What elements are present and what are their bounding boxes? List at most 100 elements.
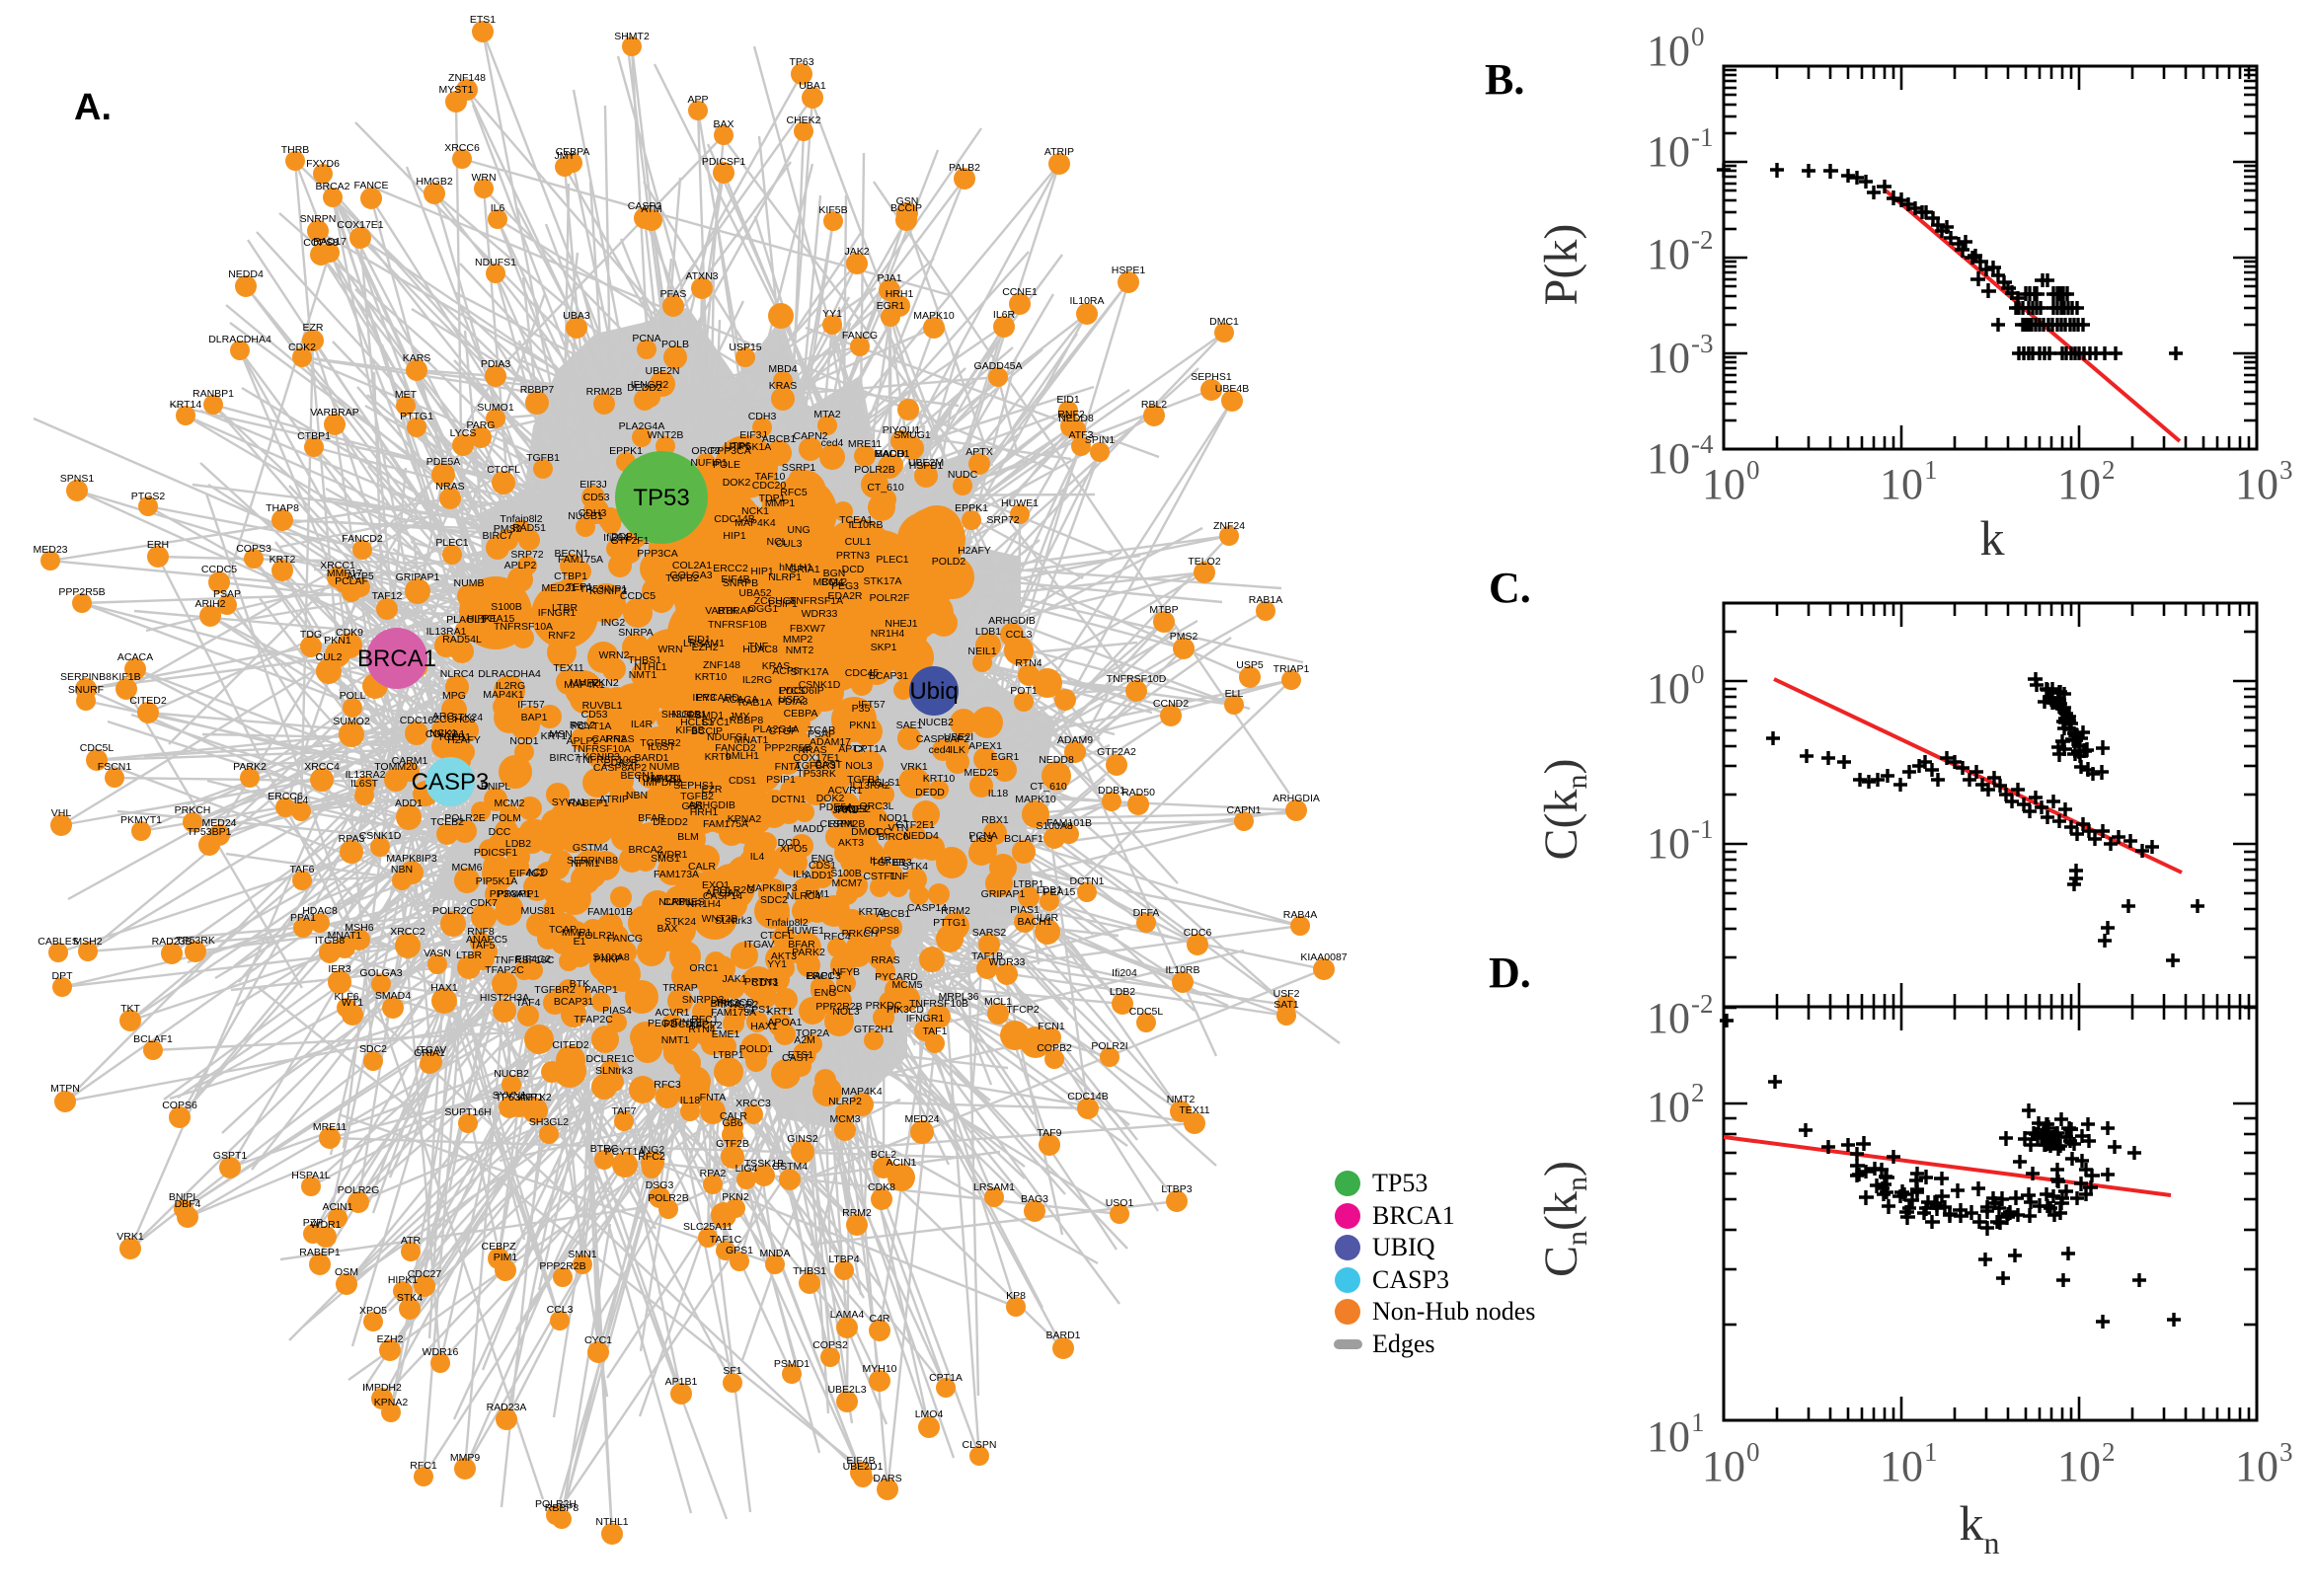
svg-text:ERH: ERH — [147, 539, 169, 551]
svg-text:EDA2R: EDA2R — [603, 757, 638, 769]
svg-text:PSIP1: PSIP1 — [766, 774, 796, 786]
svg-text:CTBP1: CTBP1 — [297, 430, 331, 442]
svg-text:NUDC: NUDC — [948, 469, 978, 481]
svg-text:PPP2R5B: PPP2R5B — [58, 586, 105, 598]
svg-text:SARS2: SARS2 — [972, 927, 1007, 939]
svg-text:MAPK8IP3: MAPK8IP3 — [386, 853, 437, 865]
svg-text:PEA15: PEA15 — [1043, 886, 1076, 898]
svg-text:PIP5K1A: PIP5K1A — [730, 441, 772, 453]
svg-text:HIPK1: HIPK1 — [388, 1274, 419, 1286]
svg-text:JAK1: JAK1 — [722, 973, 746, 985]
svg-text:MCM3: MCM3 — [830, 1113, 861, 1125]
svg-text:NTHL1: NTHL1 — [595, 1516, 628, 1528]
svg-text:ADD1: ADD1 — [395, 798, 423, 809]
svg-text:PFAS: PFAS — [660, 288, 687, 300]
svg-text:MAP4K4: MAP4K4 — [734, 517, 776, 529]
svg-text:ILK: ILK — [793, 869, 809, 880]
svg-text:NMT2: NMT2 — [1167, 1094, 1196, 1105]
svg-text:EPPK1: EPPK1 — [609, 445, 643, 457]
svg-text:KARS: KARS — [403, 352, 431, 364]
svg-text:APP: APP — [687, 94, 708, 106]
svg-text:PALB2: PALB2 — [949, 162, 980, 174]
svg-text:MED25: MED25 — [964, 767, 998, 779]
svg-text:COPS2: COPS2 — [812, 1339, 848, 1351]
svg-text:USP15: USP15 — [729, 342, 761, 353]
svg-text:RNF2: RNF2 — [1057, 409, 1085, 420]
svg-text:ELL: ELL — [1225, 688, 1244, 700]
svg-text:COPS3: COPS3 — [236, 543, 271, 555]
svg-text:RRM2B: RRM2B — [586, 386, 623, 398]
svg-text:3: 3 — [2279, 1437, 2293, 1467]
svg-text:PMS2: PMS2 — [494, 523, 522, 535]
svg-text:KIF5B: KIF5B — [818, 204, 847, 216]
svg-text:1: 1 — [1691, 1407, 1705, 1437]
svg-text:RRM2B: RRM2B — [829, 818, 866, 830]
svg-text:PPP2R2B: PPP2R2B — [539, 1260, 585, 1272]
svg-text:THBS1: THBS1 — [628, 654, 661, 666]
svg-text:CTBP1: CTBP1 — [554, 570, 587, 582]
svg-text:ACIN1: ACIN1 — [323, 1201, 353, 1213]
svg-text:CITED2: CITED2 — [552, 1039, 589, 1051]
svg-text:ANAPC5: ANAPC5 — [466, 934, 507, 946]
svg-text:SYVN1: SYVN1 — [552, 797, 586, 808]
svg-text:HUWE1: HUWE1 — [1001, 497, 1039, 509]
svg-text:NUCB2: NUCB2 — [494, 1068, 529, 1080]
svg-text:NMT1: NMT1 — [661, 1034, 690, 1046]
svg-text:H2AFY: H2AFY — [958, 545, 991, 557]
svg-text:RPA2: RPA2 — [700, 1168, 727, 1179]
svg-text:3: 3 — [2279, 455, 2293, 485]
svg-text:GSN: GSN — [896, 195, 919, 207]
svg-text:CDK7: CDK7 — [470, 897, 498, 909]
svg-text:TOP2A: TOP2A — [796, 1027, 829, 1039]
svg-text:10: 10 — [2235, 1442, 2278, 1490]
svg-text:IL6ST: IL6ST — [350, 778, 379, 790]
svg-text:ORC1: ORC1 — [689, 962, 718, 974]
svg-text:POLR2B: POLR2B — [648, 1192, 688, 1204]
svg-text:TAF7: TAF7 — [612, 1105, 637, 1117]
svg-text:BRCA1: BRCA1 — [357, 646, 436, 672]
svg-text:SKP1: SKP1 — [871, 642, 897, 653]
svg-text:SMN1: SMN1 — [568, 1249, 596, 1260]
svg-text:LDB1: LDB1 — [975, 626, 1001, 638]
svg-text:POLR2I: POLR2I — [1091, 1040, 1127, 1052]
svg-text:DEDD2: DEDD2 — [627, 382, 662, 394]
svg-text:Tnfaip8l2: Tnfaip8l2 — [765, 917, 808, 929]
svg-text:PMS2: PMS2 — [1170, 631, 1198, 643]
svg-text:0: 0 — [1691, 22, 1705, 51]
svg-text:SNURF: SNURF — [68, 684, 104, 696]
svg-text:HAX1: HAX1 — [750, 1021, 778, 1032]
svg-text:PZP: PZP — [303, 1217, 323, 1229]
svg-text:0: 0 — [1746, 1437, 1760, 1467]
svg-text:BTK: BTK — [718, 605, 737, 617]
svg-text:10: 10 — [1647, 434, 1690, 483]
svg-text:TFAP2C: TFAP2C — [485, 964, 524, 976]
svg-text:HSPB1: HSPB1 — [909, 460, 944, 472]
svg-text:FAM175A: FAM175A — [558, 554, 603, 566]
svg-text:Non-Hub nodes: Non-Hub nodes — [1372, 1297, 1535, 1326]
svg-text:WT1: WT1 — [342, 997, 363, 1009]
svg-text:MYST1: MYST1 — [438, 84, 473, 96]
svg-text:CTCFL: CTCFL — [760, 930, 794, 942]
svg-text:KIAA0087: KIAA0087 — [1300, 951, 1347, 963]
svg-text:EZR: EZR — [303, 322, 324, 334]
svg-text:KRT10: KRT10 — [923, 773, 956, 785]
svg-text:NR1H4: NR1H4 — [687, 898, 722, 910]
svg-text:TP53: TP53 — [633, 485, 689, 511]
svg-text:IL10RA: IL10RA — [1069, 295, 1104, 307]
svg-text:ARHGDIB: ARHGDIB — [688, 799, 735, 811]
svg-text:CT_610: CT_610 — [867, 482, 904, 494]
svg-text:IL18: IL18 — [988, 788, 1009, 799]
svg-text:RBBP8: RBBP8 — [545, 1502, 579, 1514]
svg-text:EZH2: EZH2 — [377, 1333, 404, 1345]
svg-text:COX17E1: COX17E1 — [337, 219, 383, 231]
svg-text:PEG3: PEG3 — [831, 580, 859, 592]
svg-text:MCM2: MCM2 — [495, 798, 525, 809]
svg-text:HIP1: HIP1 — [723, 530, 746, 542]
svg-text:HMGB2: HMGB2 — [416, 176, 453, 188]
svg-text:ACIN1: ACIN1 — [887, 1157, 917, 1169]
svg-text:ATM: ATM — [641, 203, 661, 215]
svg-text:PIAS1: PIAS1 — [1010, 904, 1040, 916]
svg-text:NLRC4: NLRC4 — [787, 890, 821, 902]
svg-text:NCL: NCL — [766, 536, 787, 548]
svg-text:FCN1: FCN1 — [1038, 1021, 1065, 1032]
